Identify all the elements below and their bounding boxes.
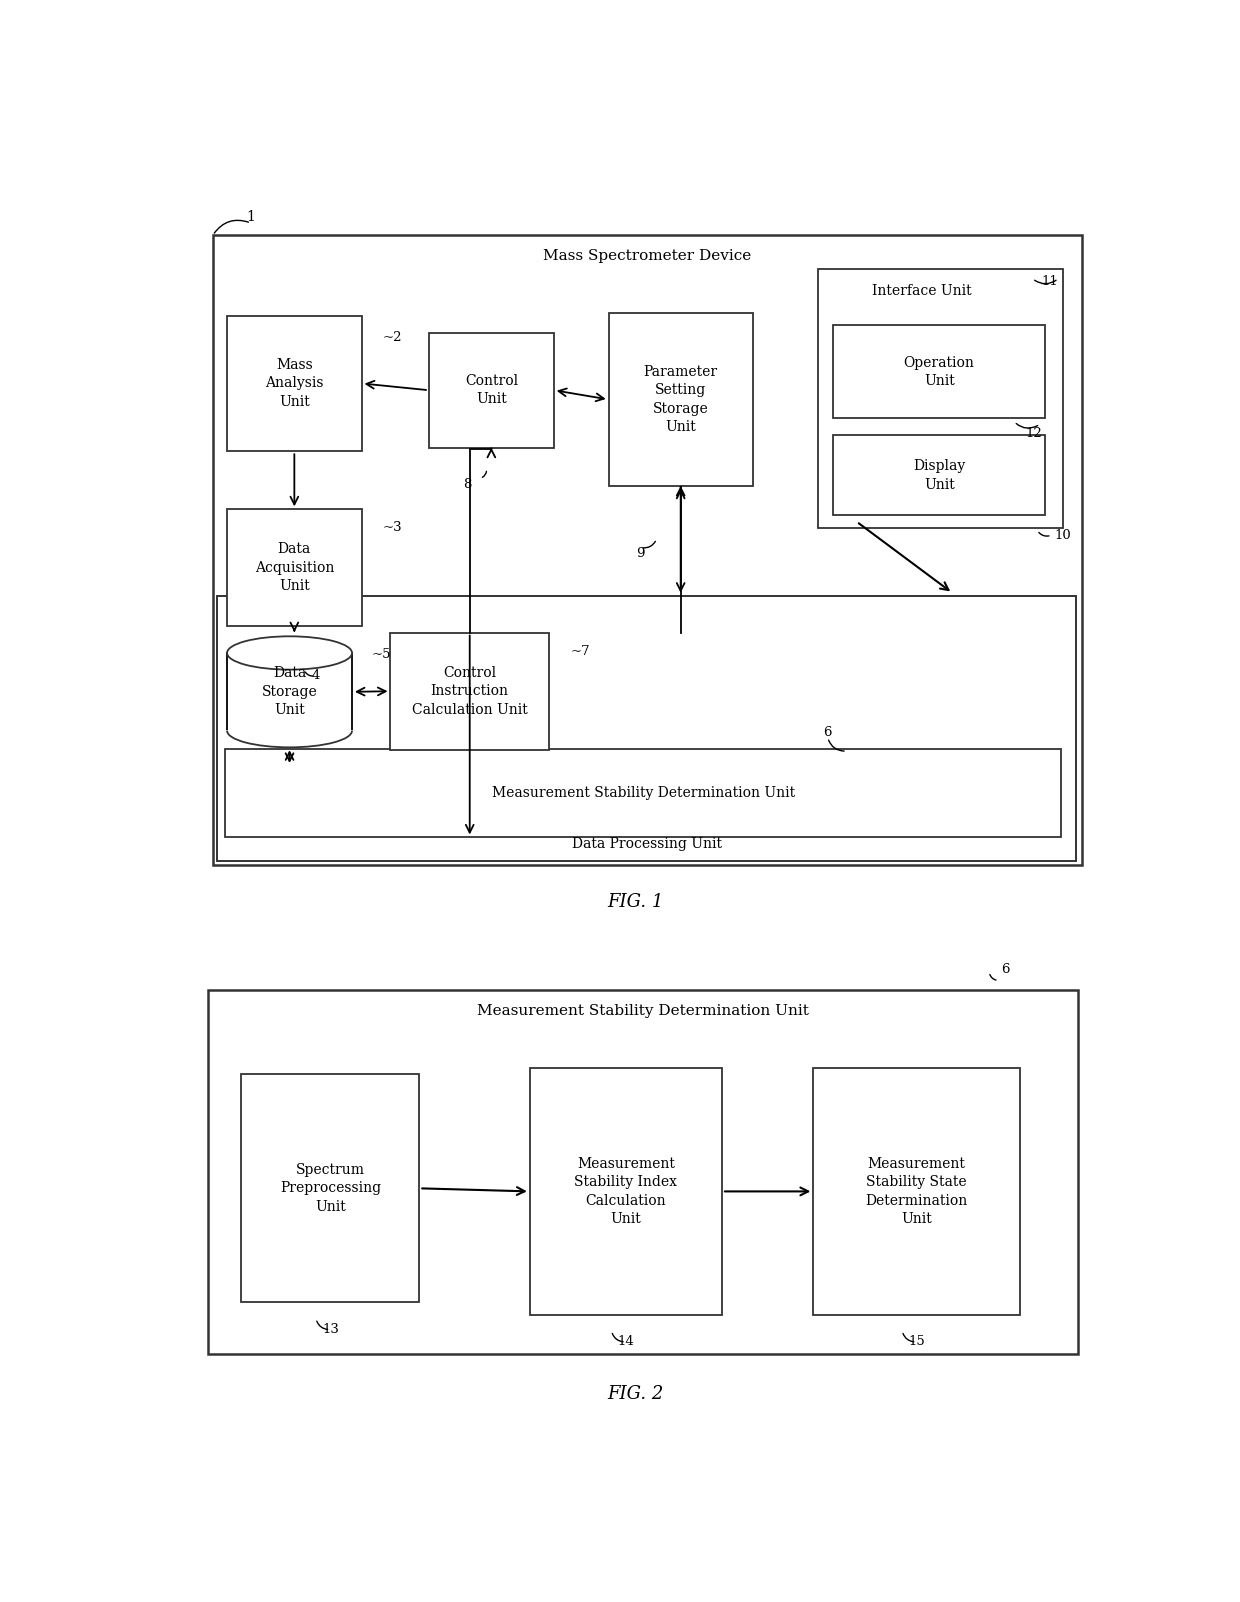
Text: Interface Unit: Interface Unit — [872, 284, 971, 298]
Text: Spectrum
Preprocessing
Unit: Spectrum Preprocessing Unit — [280, 1163, 381, 1214]
FancyBboxPatch shape — [213, 235, 1083, 865]
FancyBboxPatch shape — [429, 333, 554, 447]
Text: 4: 4 — [311, 670, 320, 682]
Ellipse shape — [227, 636, 352, 670]
FancyArrowPatch shape — [644, 541, 656, 548]
FancyArrowPatch shape — [828, 740, 844, 751]
Text: Measurement Stability Determination Unit: Measurement Stability Determination Unit — [476, 1004, 808, 1019]
FancyBboxPatch shape — [242, 1075, 419, 1302]
Text: Data Processing Unit: Data Processing Unit — [572, 836, 722, 851]
Text: 12: 12 — [1025, 426, 1042, 439]
Text: FIG. 2: FIG. 2 — [608, 1384, 663, 1403]
FancyBboxPatch shape — [217, 596, 1075, 860]
FancyArrowPatch shape — [613, 1333, 624, 1342]
FancyArrowPatch shape — [903, 1333, 914, 1342]
Text: Data
Storage
Unit: Data Storage Unit — [262, 666, 317, 718]
FancyBboxPatch shape — [226, 748, 1061, 838]
FancyBboxPatch shape — [833, 325, 1045, 418]
FancyArrowPatch shape — [482, 471, 486, 477]
Text: 9: 9 — [636, 548, 645, 561]
Text: ~7: ~7 — [570, 644, 590, 657]
FancyBboxPatch shape — [208, 990, 1078, 1354]
FancyBboxPatch shape — [391, 633, 549, 750]
FancyArrowPatch shape — [1039, 532, 1049, 537]
Text: Operation
Unit: Operation Unit — [904, 356, 975, 388]
Text: 1: 1 — [247, 210, 255, 224]
Text: 15: 15 — [908, 1336, 925, 1349]
Text: Measurement
Stability State
Determination
Unit: Measurement Stability State Determinatio… — [866, 1157, 967, 1226]
Text: 8: 8 — [463, 477, 471, 492]
FancyBboxPatch shape — [833, 436, 1045, 516]
Text: Parameter
Setting
Storage
Unit: Parameter Setting Storage Unit — [644, 365, 718, 434]
FancyBboxPatch shape — [813, 1069, 1019, 1315]
Text: Data
Acquisition
Unit: Data Acquisition Unit — [254, 543, 334, 593]
Text: 10: 10 — [1055, 529, 1071, 541]
FancyBboxPatch shape — [818, 269, 1063, 527]
FancyArrowPatch shape — [990, 974, 996, 980]
Text: Measurement Stability Determination Unit: Measurement Stability Determination Unit — [491, 787, 795, 799]
FancyBboxPatch shape — [609, 312, 753, 485]
Text: 13: 13 — [322, 1323, 339, 1336]
Text: Mass
Analysis
Unit: Mass Analysis Unit — [265, 357, 324, 409]
Text: Mass Spectrometer Device: Mass Spectrometer Device — [543, 250, 751, 263]
FancyBboxPatch shape — [529, 1069, 722, 1315]
Text: 14: 14 — [618, 1336, 635, 1349]
Text: 6: 6 — [823, 726, 832, 739]
Text: ~2: ~2 — [383, 332, 402, 344]
Text: Control
Unit: Control Unit — [465, 373, 518, 407]
Text: Control
Instruction
Calculation Unit: Control Instruction Calculation Unit — [412, 666, 527, 716]
Text: 6: 6 — [1001, 963, 1009, 976]
FancyArrowPatch shape — [316, 1322, 327, 1330]
Text: 11: 11 — [1042, 274, 1058, 287]
Text: Display
Unit: Display Unit — [913, 460, 965, 492]
FancyArrowPatch shape — [215, 221, 248, 234]
FancyArrowPatch shape — [305, 673, 312, 676]
FancyBboxPatch shape — [227, 316, 362, 452]
Text: FIG. 1: FIG. 1 — [608, 892, 663, 910]
FancyArrowPatch shape — [1034, 280, 1056, 284]
Text: ~3: ~3 — [383, 521, 403, 533]
Text: Measurement
Stability Index
Calculation
Unit: Measurement Stability Index Calculation … — [574, 1157, 677, 1226]
FancyArrowPatch shape — [1017, 423, 1038, 428]
Text: ~5: ~5 — [371, 649, 391, 662]
FancyBboxPatch shape — [227, 509, 362, 626]
